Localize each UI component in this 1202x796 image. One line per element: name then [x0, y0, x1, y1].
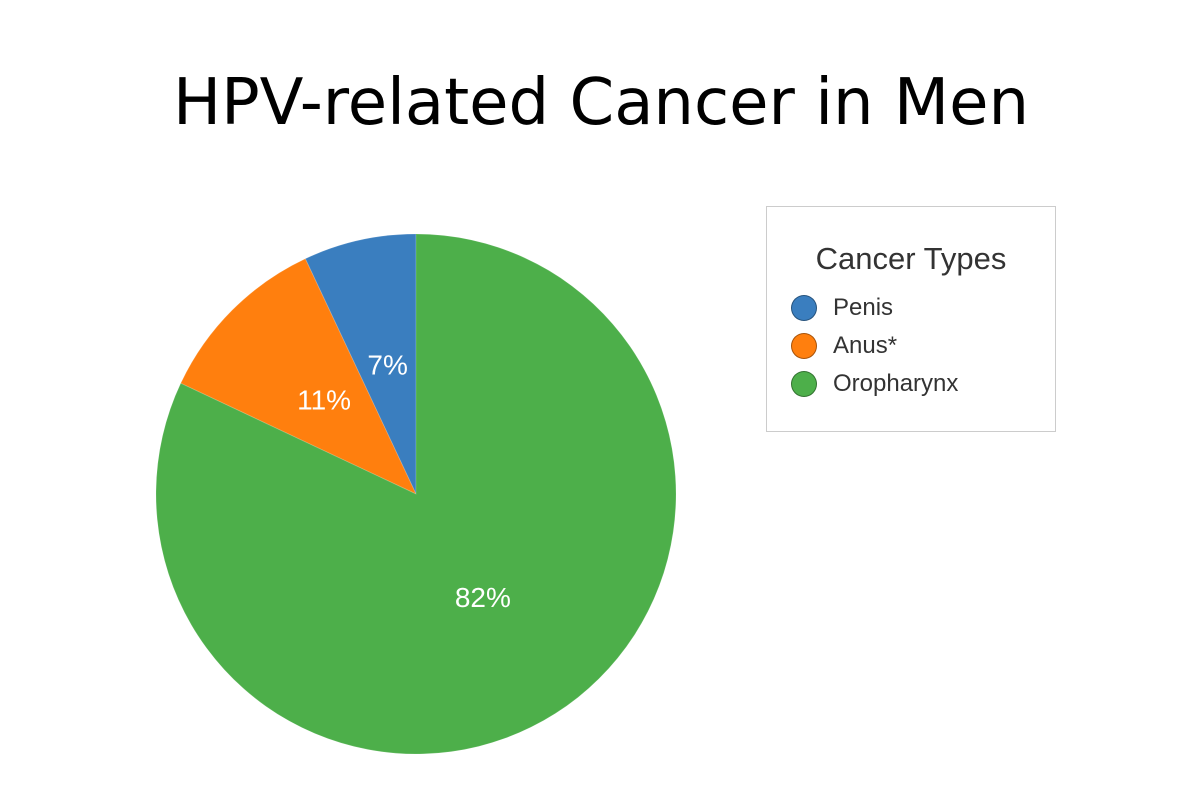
legend: Cancer Types Penis Anus* Oropharynx [766, 206, 1056, 432]
legend-label: Oropharynx [833, 370, 959, 397]
slice-label-oropharynx: 82% [455, 582, 511, 613]
legend-swatch [791, 371, 817, 397]
legend-swatch [791, 295, 817, 321]
pie-slice-labels: 7% 11% 82% [297, 350, 511, 613]
legend-label: Anus* [833, 332, 898, 359]
legend-title: Cancer Types [815, 241, 1007, 276]
pie-slice-penis [304, 233, 417, 495]
pie-slice-anus [180, 258, 418, 496]
legend-item: Penis [791, 293, 893, 323]
legend-item: Anus* [791, 331, 897, 361]
pie-slices [155, 233, 677, 755]
slice-label-anus: 11% [297, 384, 351, 415]
chart-title: HPV-related Cancer in Men [172, 66, 1030, 140]
legend-item: Oropharynx [791, 369, 958, 399]
pie-slice-oropharynx [155, 233, 677, 755]
legend-label: Penis [833, 294, 894, 321]
legend-swatch [791, 333, 817, 359]
slice-label-penis: 7% [367, 350, 407, 381]
